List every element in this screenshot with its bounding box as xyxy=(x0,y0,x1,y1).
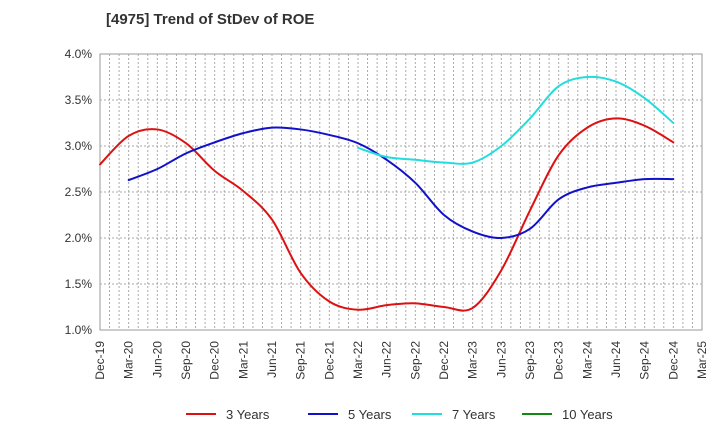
y-tick-label: 3.0% xyxy=(65,139,93,153)
y-tick-label: 1.0% xyxy=(65,323,93,337)
chart-title: [4975] Trend of StDev of ROE xyxy=(106,11,314,28)
legend: 3 Years 5 Years 7 Years 10 Years xyxy=(186,407,613,422)
series-lines xyxy=(99,75,675,312)
legend-label: 3 Years xyxy=(226,407,270,422)
y-tick-label: 1.5% xyxy=(65,277,93,291)
series-line-3-years xyxy=(99,117,675,312)
x-tick-label: Dec-24 xyxy=(666,341,680,380)
x-tick-label: Mar-23 xyxy=(466,341,480,379)
legend-label: 7 Years xyxy=(452,407,496,422)
x-tick-label: Mar-22 xyxy=(351,341,365,379)
x-tick-label: Jun-20 xyxy=(150,341,164,378)
x-tick-label: Jun-23 xyxy=(494,341,508,378)
x-tick-label: Mar-20 xyxy=(122,341,136,379)
x-tick-label: Sep-22 xyxy=(408,341,422,380)
x-tick-label: Mar-24 xyxy=(580,341,594,379)
y-tick-label: 2.0% xyxy=(65,231,93,245)
series-line-5-years xyxy=(127,126,675,240)
x-tick-label: Mar-25 xyxy=(695,341,709,379)
grid-lines xyxy=(100,54,702,330)
x-tick-label: Jun-21 xyxy=(265,341,279,378)
y-tick-label: 3.5% xyxy=(65,93,93,107)
x-tick-label: Sep-24 xyxy=(638,341,652,380)
x-tick-label: Jun-24 xyxy=(609,341,623,378)
series-line-7-years xyxy=(357,75,675,165)
axes: 1.0% 1.5% 2.0% 2.5% 3.0% 3.5% 4.0% Dec-19 Mar-20… xyxy=(65,47,709,380)
x-tick-label: Mar-21 xyxy=(236,341,250,379)
x-tick-label: Dec-23 xyxy=(552,341,566,380)
x-tick-label: Sep-21 xyxy=(294,341,308,380)
x-tick-label: Dec-22 xyxy=(437,341,451,380)
y-tick-label: 2.5% xyxy=(65,185,93,199)
x-tick-label: Jun-22 xyxy=(380,341,394,378)
x-tick-label: Dec-19 xyxy=(93,341,107,380)
x-tick-label: Sep-20 xyxy=(179,341,193,380)
x-tick-label: Sep-23 xyxy=(523,341,537,380)
x-tick-label: Dec-20 xyxy=(208,341,222,380)
legend-label: 5 Years xyxy=(348,407,392,422)
y-tick-label: 4.0% xyxy=(65,47,93,61)
x-tick-label: Dec-21 xyxy=(322,341,336,380)
legend-label: 10 Years xyxy=(562,407,613,422)
